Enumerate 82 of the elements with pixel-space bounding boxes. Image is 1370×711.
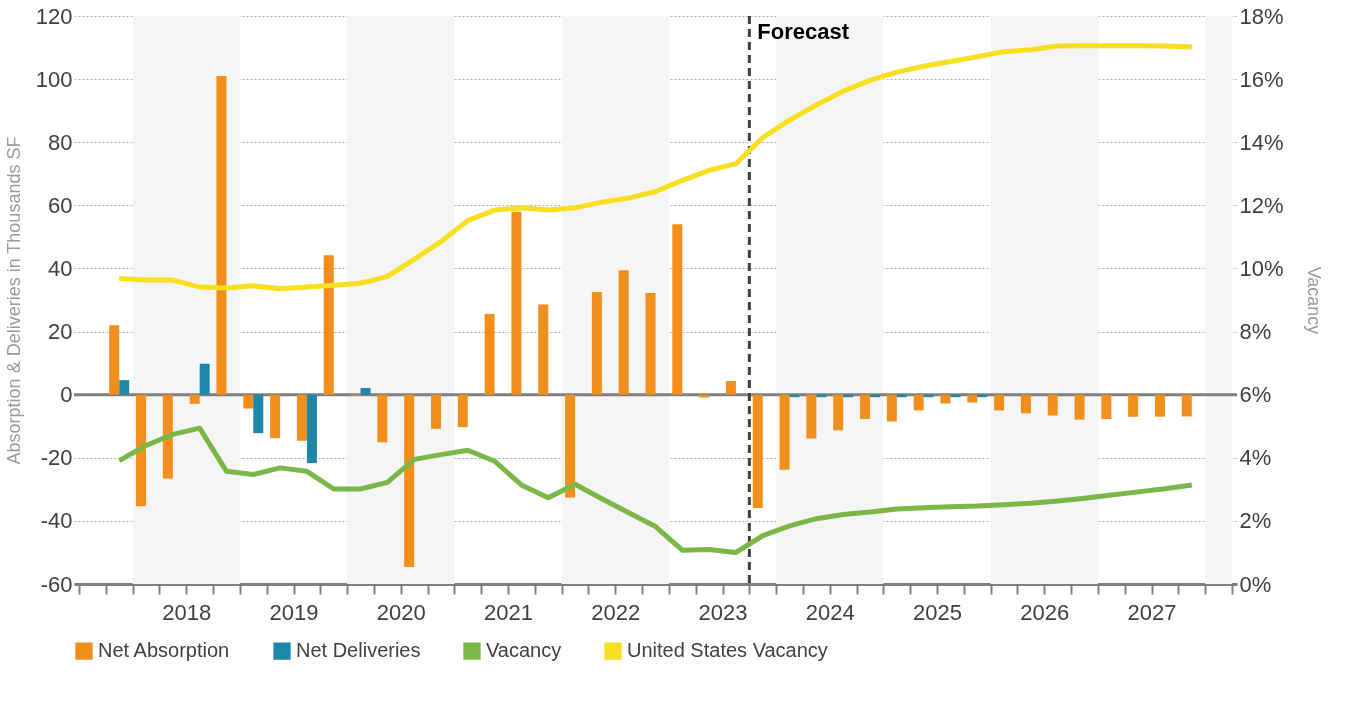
bar <box>645 293 656 395</box>
bar <box>119 380 130 395</box>
bar <box>672 224 683 395</box>
legend-label: Net Absorption <box>98 639 230 662</box>
y2-tick-label: 12% <box>1239 192 1284 218</box>
y-tick-label: 120 <box>35 3 73 29</box>
bar <box>725 381 736 395</box>
x-tick-label: 2018 <box>162 599 212 625</box>
x-tick-label: 2024 <box>805 599 855 625</box>
bar <box>216 75 227 395</box>
y2-tick-label: 8% <box>1239 319 1272 345</box>
bar <box>833 394 844 431</box>
x-tick-label: 2021 <box>484 599 533 625</box>
bar <box>618 270 629 395</box>
bar <box>752 394 763 508</box>
y-tick-label: 100 <box>35 66 73 92</box>
bar <box>967 394 978 403</box>
bar <box>323 255 334 395</box>
y-tick-label: -60 <box>40 571 73 597</box>
x-tick-label: 2020 <box>376 599 426 625</box>
x-tick-label: 2027 <box>1127 599 1177 625</box>
bar <box>886 394 897 422</box>
bar <box>1128 394 1139 417</box>
bar <box>199 363 210 395</box>
bar <box>1154 394 1165 417</box>
bar <box>1181 394 1192 417</box>
bar <box>860 394 871 419</box>
bar <box>457 394 468 428</box>
bar <box>994 394 1005 411</box>
x-tick-label: 2019 <box>269 599 319 625</box>
bar <box>136 394 147 507</box>
bar <box>511 211 522 395</box>
y2-tick-label: 18% <box>1239 3 1284 29</box>
bar <box>253 394 264 434</box>
y-tick-label: 0 <box>60 382 73 408</box>
bar <box>1047 394 1058 416</box>
y2-tick-label: 10% <box>1239 255 1284 281</box>
bar <box>565 394 576 498</box>
bar <box>1074 394 1085 420</box>
y2-tick-label: 2% <box>1239 508 1272 534</box>
y2-tick-label: 0% <box>1239 571 1272 597</box>
bar <box>109 325 120 395</box>
bar <box>484 313 495 395</box>
bar <box>779 394 790 470</box>
y-axis-title: Absorption & Deliveries in Thousands SF <box>3 136 24 465</box>
y-tick-label: -40 <box>40 508 73 534</box>
bar <box>306 394 317 464</box>
x-tick-label: 2023 <box>698 599 748 625</box>
bar <box>404 394 415 567</box>
y2-tick-label: 14% <box>1239 129 1284 155</box>
y-tick-label: -20 <box>40 445 73 471</box>
legend-label: United States Vacancy <box>627 639 828 662</box>
bar <box>806 394 817 439</box>
bar <box>162 394 173 479</box>
y-tick-label: 40 <box>48 255 73 281</box>
legend-label: Vacancy <box>486 639 562 662</box>
bar <box>189 394 200 404</box>
y2-tick-label: 6% <box>1239 382 1272 408</box>
ref-line-label: Forecast <box>757 19 850 44</box>
y2-tick-label: 16% <box>1239 66 1284 92</box>
y2-tick-label: 4% <box>1239 445 1272 471</box>
y-tick-label: 20 <box>48 319 73 345</box>
legend-label: Net Deliveries <box>296 639 421 662</box>
bar <box>699 394 710 398</box>
bar <box>538 304 549 395</box>
bar <box>377 394 388 443</box>
y-tick-label: 60 <box>48 192 73 218</box>
bar <box>1020 394 1031 414</box>
y-tick-label: 80 <box>48 129 73 155</box>
bar <box>913 394 924 411</box>
bar <box>243 394 254 409</box>
x-tick-label: 2025 <box>913 599 963 625</box>
bar <box>296 394 307 441</box>
bar <box>270 394 281 439</box>
bar <box>1101 394 1112 419</box>
y2-axis-title: Vacancy <box>1303 266 1324 335</box>
x-tick-label: 2026 <box>1020 599 1070 625</box>
bar <box>591 292 602 395</box>
bar <box>360 388 371 395</box>
bar <box>940 394 951 404</box>
bar <box>430 394 441 429</box>
x-tick-label: 2022 <box>591 599 641 625</box>
